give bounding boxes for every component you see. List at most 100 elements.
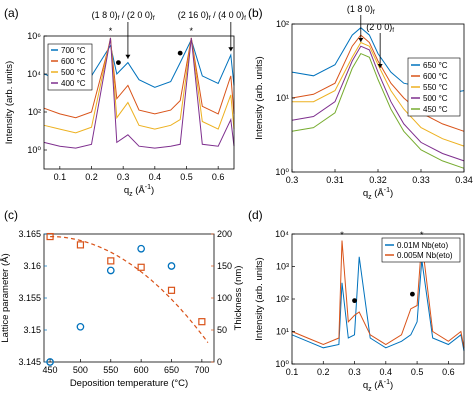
panel-a-label: (a)	[4, 6, 19, 20]
y-axis-title: Intensity (arb. units)	[254, 56, 265, 139]
series-line-500C	[291, 45, 465, 162]
x-axis-title: qz (Å-1)	[363, 379, 393, 393]
lattice-point	[106, 266, 115, 275]
thickness-point	[137, 263, 145, 271]
legend-box	[381, 237, 461, 263]
panel-d: (d) 0.1 0.2 0.3 0.4 0.5 0.6 10⁰ 10¹ 10² 10³ 10⁴ qz …	[248, 208, 465, 393]
peak-annotation-2160-400: (2 16 0)f / (4 0 0)f	[178, 10, 246, 22]
y-tick-label: 10⁴	[27, 69, 41, 79]
series-line-400C	[43, 37, 235, 149]
series-line-450C	[291, 52, 465, 169]
y-tick-label: 10⁰	[275, 167, 289, 177]
peak-star-marker: *	[420, 230, 424, 240]
legend-entry: 650 °C	[423, 61, 448, 70]
x-tick-label: 0.2	[317, 367, 330, 377]
y-tick-label-left: 3.155	[18, 293, 41, 303]
y-tick-label-left: 3.145	[18, 357, 41, 367]
x-tick-label: 450	[43, 365, 58, 375]
legend-entry: 0.01M Nb(eto)	[397, 241, 448, 250]
peak-dot-marker	[352, 298, 357, 304]
lattice-point	[76, 322, 85, 331]
annotation-arrowhead	[228, 47, 234, 52]
series-line-550C	[292, 41, 465, 147]
peak-annotation-180-200: (1 8 0)f / (2 0 0)f	[92, 10, 155, 22]
x-tick-label: 0.32	[369, 175, 387, 185]
x-tick-label: 0.2	[85, 172, 98, 182]
legend-entry: 0.005M Nb(eto)	[397, 251, 453, 260]
peak-annotation-180: (1 8 0)f	[347, 4, 375, 16]
y-tick-label-right: 100	[217, 293, 232, 303]
y-tick-label-left: 3.165	[18, 229, 41, 239]
y-axis-title: Intensity (arb. units)	[254, 257, 265, 340]
x-axis-title: Deposition temperature (°C)	[70, 378, 188, 389]
annotation-arrowhead	[125, 54, 131, 59]
x-axis-title: qz (Å-1)	[124, 184, 154, 198]
panel-d-label: (d)	[248, 208, 263, 222]
y-tick-label-right: 0	[217, 357, 222, 367]
panel-b: (b) 0.3 0.31 0.32 0.33 0.34 10⁰ 10¹ 10² qz (Å-1)…	[248, 4, 473, 201]
x-tick-label: 600	[134, 365, 149, 375]
x-axis-title: qz (Å-1)	[363, 187, 393, 201]
thickness-point	[46, 232, 54, 241]
x-tick-label: 0.6	[442, 367, 455, 377]
x-tick-label: 0.4	[149, 172, 162, 182]
thickness-fit-curve	[50, 236, 209, 343]
y-tick-label-right: 150	[217, 261, 232, 271]
y-tick-label: 10²	[276, 19, 289, 29]
annotation-arrowhead	[377, 64, 383, 68]
annotation-arrowhead	[358, 38, 364, 42]
x-tick-label: 700	[194, 365, 209, 375]
thickness-point	[76, 241, 85, 249]
y-tick-label: 10¹	[276, 327, 289, 337]
panel-c-label: (c)	[4, 208, 18, 222]
legend-entry: 600 °C	[423, 72, 448, 81]
legend-entry: 600 °C	[61, 57, 86, 66]
x-tick-label: 500	[73, 365, 88, 375]
x-tick-label: 0.31	[326, 175, 344, 185]
legend-entry: 700 °C	[61, 46, 86, 55]
peak-dot-marker	[410, 291, 415, 297]
x-tick-label: 650	[164, 365, 179, 375]
y-tick-label: 10⁰	[275, 359, 289, 369]
legend-entry: 450 °C	[423, 105, 448, 114]
y-tick-label: 10¹	[276, 93, 289, 103]
series-line-600C	[43, 37, 235, 119]
x-tick-label: 0.34	[455, 175, 473, 185]
peak-annotation-200: (2 0 0)f	[366, 22, 394, 34]
x-tick-label: 550	[103, 365, 118, 375]
thickness-point	[107, 257, 115, 265]
peak-star-marker: *	[109, 26, 113, 36]
panel-c: (c) 450 500 550 600 650 7003.1453.153.1553.16…	[0, 208, 244, 389]
legend-entry: 400 °C	[61, 79, 86, 88]
thickness-point	[198, 318, 206, 326]
x-tick-label: 0.6	[212, 172, 225, 182]
series-line-0005M	[291, 240, 465, 348]
y-tick-label-right: 200	[217, 229, 232, 239]
series-line-001M	[291, 256, 465, 352]
y-axis-title: Intensity (arb. units)	[4, 61, 15, 144]
x-tick-label: 0.5	[411, 367, 424, 377]
y-tick-label: 10²	[28, 107, 41, 117]
series-line-500C	[43, 37, 235, 134]
x-tick-label: 0.3	[348, 367, 361, 377]
thickness-point	[167, 286, 176, 294]
y-tick-label: 10²	[276, 294, 289, 304]
y-tick-label: 10³	[276, 262, 289, 272]
y-tick-label-left: 3.15	[23, 325, 41, 335]
y-tick-label-right: 50	[217, 325, 227, 335]
panel-a-frame	[43, 35, 235, 170]
peak-dot-marker	[116, 60, 121, 65]
peak-star-marker: *	[340, 230, 344, 240]
x-tick-label: 0.3	[117, 172, 130, 182]
x-tick-label: 0.1	[286, 367, 299, 377]
legend-entry: 500 °C	[423, 94, 448, 103]
panel-a: (a) 0.1 0.2 0.3 0.4 0.5 0.6 10⁰ 10² 10⁴ 10⁶ qz (Å-…	[4, 6, 246, 198]
x-tick-label: 0.3	[286, 175, 299, 185]
lattice-point	[167, 262, 176, 270]
y-axis-title-right: Thickness (nm)	[233, 266, 244, 331]
panel-b-label: (b)	[248, 6, 263, 20]
peak-star-marker: *	[189, 26, 193, 36]
peak-dot-marker	[177, 50, 183, 56]
x-tick-label: 0.4	[380, 367, 393, 377]
